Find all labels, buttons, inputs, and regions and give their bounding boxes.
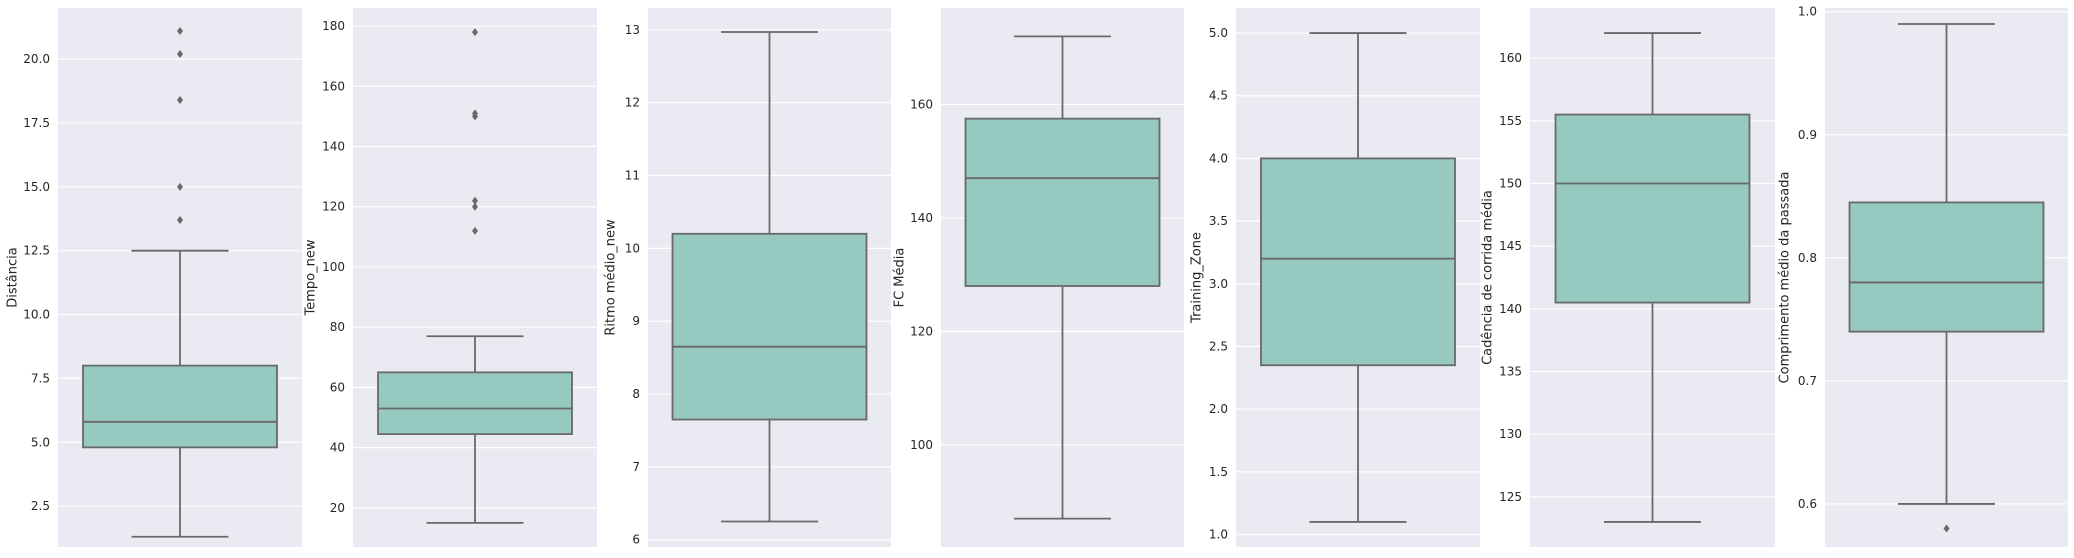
y-axis-label: Ritmo médio_new [604,219,619,336]
y-tick-label: 3.0 [1209,277,1228,291]
iqr-box [671,232,868,421]
y-axis-label: Comprimento médio da passada [1778,172,1793,384]
y-tick-label: 20 [330,501,345,515]
y-tick-label: 2.5 [1209,339,1228,353]
y-tick-label: 4.5 [1209,89,1228,103]
outlier-point [177,26,183,35]
subplot-3: 6 7 8 9 10 11 12 13 Ritmo médio_new [604,8,891,547]
subplot-7: 0.6 0.7 0.8 0.9 1.0 Comprimento médio da pass… [1778,5,2068,547]
y-axis-label: Tempo_new [304,239,319,316]
y-tick-label: 150 [1499,176,1522,190]
y-tick-label: 180 [322,19,345,33]
y-tick-label: 120 [322,200,345,214]
outlier-point [177,182,183,191]
y-tick-label: 1.0 [1798,5,1817,19]
y-tick-label: 100 [322,260,345,274]
y-tick-label: 40 [330,441,345,455]
y-tick-label: 3.5 [1209,214,1228,228]
subplot-2: 20 40 60 80 100 120 140 160 180 Tempo_new [304,8,597,547]
y-axis-label: Cadência de corrida média [1481,190,1496,365]
y-tick-label: 1.5 [1209,465,1228,479]
y-tick-label: 2.5 [31,499,50,513]
y-tick-label: 140 [322,140,345,154]
y-axis-label: Training_Zone [1190,232,1205,324]
y-tick-label: 120 [910,324,933,338]
outlier-point [177,95,183,104]
subplot-6: 125 130 135 140 145 150 155 160 Cadência de corr… [1481,8,1775,547]
iqr-box [377,371,573,435]
y-tick-label: 10.0 [23,308,50,322]
y-tick-label: 12.5 [23,244,50,258]
y-tick-label: 6 [632,533,640,547]
y-tick-label: 140 [910,211,933,225]
iqr-box [964,117,1161,287]
y-tick-label: 2.0 [1209,402,1228,416]
y-tick-label: 20.0 [23,52,50,66]
y-tick-label: 155 [1499,114,1522,128]
y-tick-label: 7.5 [31,371,50,385]
y-tick-label: 1.0 [1209,527,1228,541]
y-tick-label: 5.0 [1209,26,1228,40]
y-tick-label: 80 [330,320,345,334]
y-tick-label: 60 [330,380,345,394]
subplot-5: 1.0 1.5 2.0 2.5 3.0 3.5 4.0 4.5 5.0 Training_Zone [1190,8,1480,547]
iqr-box [1260,157,1456,367]
y-tick-label: 4.0 [1209,151,1228,165]
y-tick-label: 140 [1499,302,1522,316]
outlier-point [472,109,478,118]
outlier-point [472,28,478,37]
iqr-box [1554,113,1751,304]
y-tick-label: 12 [625,96,640,110]
outlier-point [1943,524,1950,533]
y-tick-label: 135 [1499,365,1522,379]
y-tick-label: 130 [1499,427,1522,441]
y-tick-label: 0.6 [1798,497,1817,511]
y-tick-label: 10 [625,241,640,255]
outlier-point [472,196,478,205]
y-tick-label: 0.7 [1798,374,1817,388]
y-tick-label: 160 [322,79,345,93]
outlier-point [177,49,183,58]
y-tick-label: 5.0 [31,435,50,449]
y-tick-label: 8 [632,387,640,401]
outlier-point [472,202,478,211]
y-tick-label: 145 [1499,239,1522,253]
y-tick-label: 160 [1499,51,1522,65]
subplot-1: 2.5 5.0 7.5 10.0 12.5 15.0 17.5 20.0 Distância [6,8,302,547]
outlier-point [177,216,183,225]
y-tick-label: 100 [910,438,933,452]
iqr-box [82,364,278,449]
iqr-box [1848,201,2045,333]
y-tick-label: 0.8 [1798,251,1817,265]
y-tick-label: 0.9 [1798,128,1817,142]
y-tick-label: 17.5 [23,116,50,130]
y-tick-label: 9 [632,314,640,328]
y-axis-label: FC Média [893,248,908,308]
subplot-4: 100 120 140 160 FC Média [893,8,1184,547]
y-tick-label: 13 [625,23,640,37]
y-tick-label: 11 [625,169,640,183]
y-axis-label: Distância [6,247,21,307]
y-tick-label: 7 [632,460,640,474]
y-tick-label: 160 [910,97,933,111]
outlier-point [472,226,478,235]
y-tick-label: 15.0 [23,180,50,194]
y-tick-label: 125 [1499,490,1522,504]
